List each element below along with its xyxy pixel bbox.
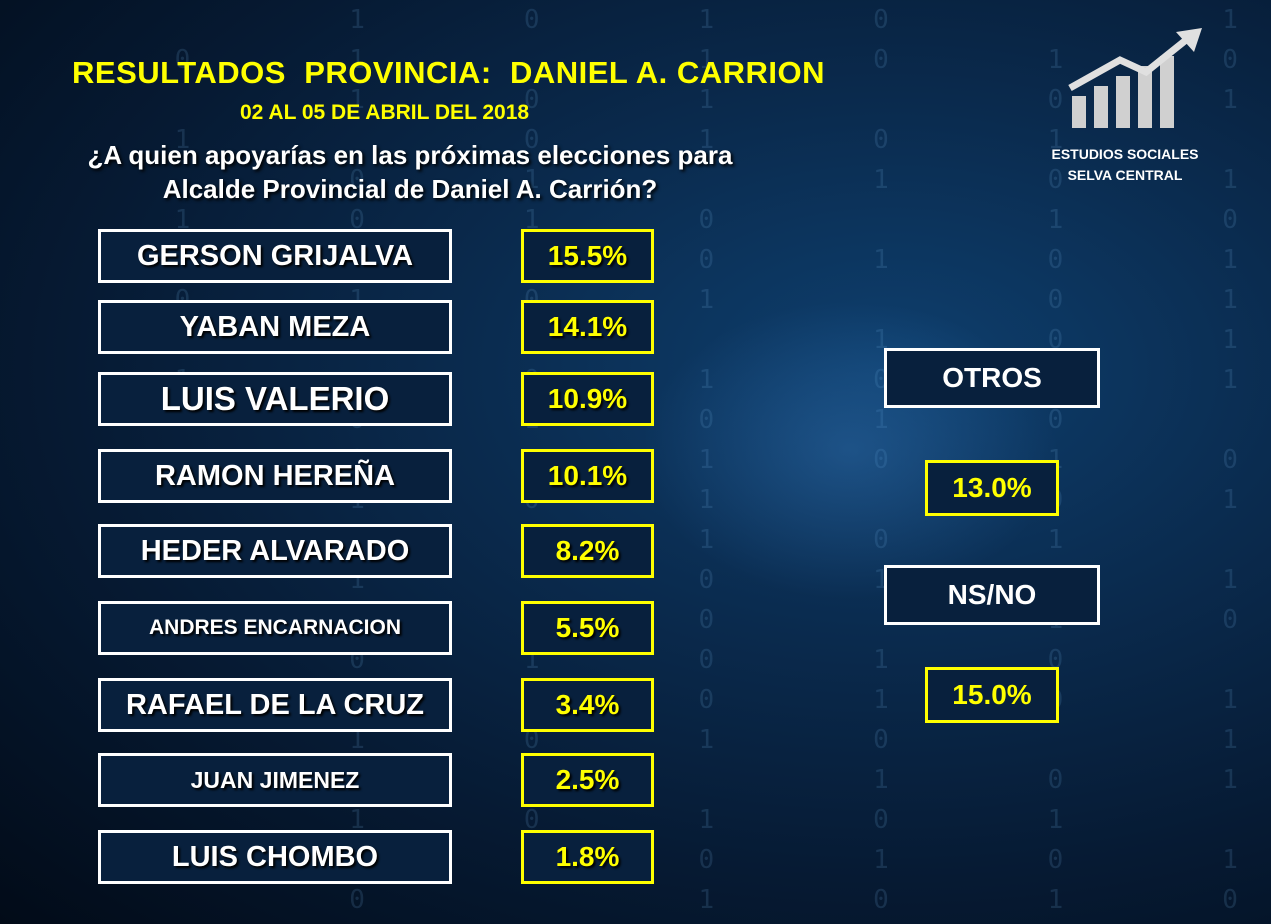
extra-percentage: 15.0% — [925, 667, 1059, 723]
candidate-percentage: 14.1% — [521, 300, 654, 354]
survey-question: ¿A quien apoyarías en las próximas elecc… — [30, 138, 790, 206]
logo-line-2: SELVA CENTRAL — [1067, 167, 1183, 183]
candidate-name: GERSON GRIJALVA — [98, 229, 452, 283]
candidate-name: RAMON HEREÑA — [98, 449, 452, 503]
background-glow — [640, 300, 1060, 600]
extra-label: OTROS — [884, 348, 1100, 408]
bar-chart-growth-icon — [1068, 28, 1202, 128]
candidate-percentage: 10.1% — [521, 449, 654, 503]
logo-line-1: ESTUDIOS SOCIALES — [1051, 146, 1199, 162]
candidate-percentage: 15.5% — [521, 229, 654, 283]
logo-text: ESTUDIOS SOCIALES SELVA CENTRAL — [1030, 144, 1220, 186]
page-title: RESULTADOS PROVINCIA: DANIEL A. CARRION — [72, 55, 826, 90]
candidate-percentage: 2.5% — [521, 753, 654, 807]
candidate-percentage: 5.5% — [521, 601, 654, 655]
candidate-name: JUAN JIMENEZ — [98, 753, 452, 807]
question-line-1: ¿A quien apoyarías en las próximas elecc… — [87, 140, 733, 170]
candidate-name: LUIS VALERIO — [98, 372, 452, 426]
candidate-percentage: 3.4% — [521, 678, 654, 732]
candidate-name: ANDRES ENCARNACION — [98, 601, 452, 655]
candidate-percentage: 8.2% — [521, 524, 654, 578]
candidate-percentage: 1.8% — [521, 830, 654, 884]
candidate-percentage: 10.9% — [521, 372, 654, 426]
candidate-name: YABAN MEZA — [98, 300, 452, 354]
candidate-name: RAFAEL DE LA CRUZ — [98, 678, 452, 732]
extra-percentage: 13.0% — [925, 460, 1059, 516]
candidate-name: LUIS CHOMBO — [98, 830, 452, 884]
extra-label: NS/NO — [884, 565, 1100, 625]
candidate-name: HEDER ALVARADO — [98, 524, 452, 578]
question-line-2: Alcalde Provincial de Daniel A. Carrión? — [162, 174, 658, 204]
date-subtitle: 02 AL 05 DE ABRIL DEL 2018 — [240, 101, 530, 124]
